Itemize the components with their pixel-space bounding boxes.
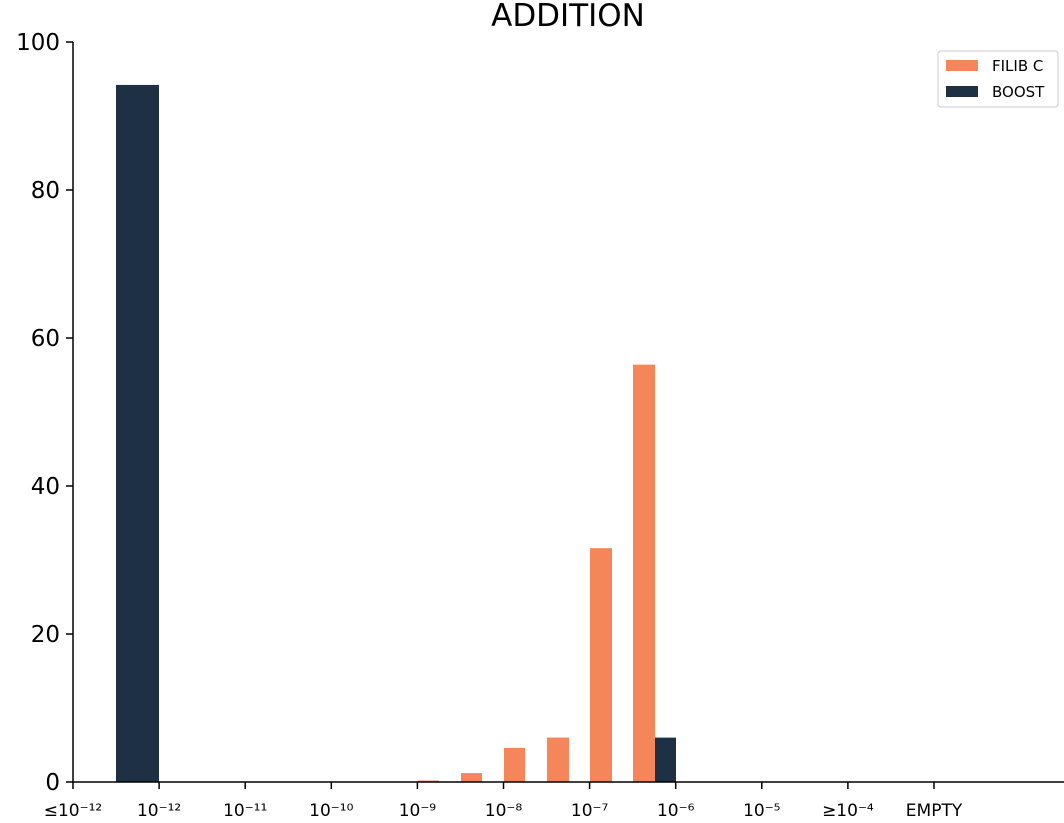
bar-filib-c [633, 364, 655, 782]
x-tick-label: 10⁻⁹ [399, 801, 437, 821]
y-tick-label: 40 [31, 474, 60, 500]
bar-filib-c [461, 773, 482, 782]
y-tick-label: 80 [31, 178, 60, 204]
y-tick-label: 0 [45, 770, 60, 796]
legend-swatch [946, 86, 978, 97]
x-tick-label: 10⁻⁷ [571, 801, 609, 821]
x-tick-label: 10⁻¹² [137, 801, 181, 821]
legend-swatch [946, 60, 978, 71]
x-axis-ticks: ≤10⁻¹² 10⁻¹² 10⁻¹¹ 10⁻¹⁰ 10⁻⁹ 10⁻⁸ 10⁻⁷ 10⁻⁶ 10⁻… [44, 782, 963, 821]
bar-boost [655, 737, 676, 782]
x-tick-label: 10⁻¹⁰ [309, 801, 353, 821]
legend: FILIB C BOOST [937, 50, 1059, 108]
bar-boost [116, 84, 159, 783]
y-tick-label: 60 [31, 326, 60, 352]
chart-title: ADDITION [491, 0, 645, 34]
x-tick-label: 10⁻⁵ [743, 801, 780, 821]
y-tick-label: 100 [16, 30, 60, 56]
bars-group [116, 84, 676, 783]
bar-filib-c [547, 737, 569, 782]
x-tick-label: 10⁻⁸ [485, 801, 523, 821]
bar-filib-c [590, 548, 612, 782]
y-tick-label: 20 [31, 622, 60, 648]
legend-label: FILIB C [992, 57, 1043, 75]
x-tick-label: ≥10⁻⁴ [822, 801, 874, 821]
x-tick-label: 10⁻⁶ [657, 801, 695, 821]
x-tick-label: EMPTY [906, 801, 963, 821]
y-axis-ticks: 0 20 40 60 80 100 [16, 30, 73, 796]
legend-label: BOOST [992, 83, 1045, 101]
x-tick-label: 10⁻¹¹ [223, 801, 267, 821]
x-tick-label: ≤10⁻¹² [44, 801, 102, 821]
bar-filib-c [504, 747, 525, 782]
